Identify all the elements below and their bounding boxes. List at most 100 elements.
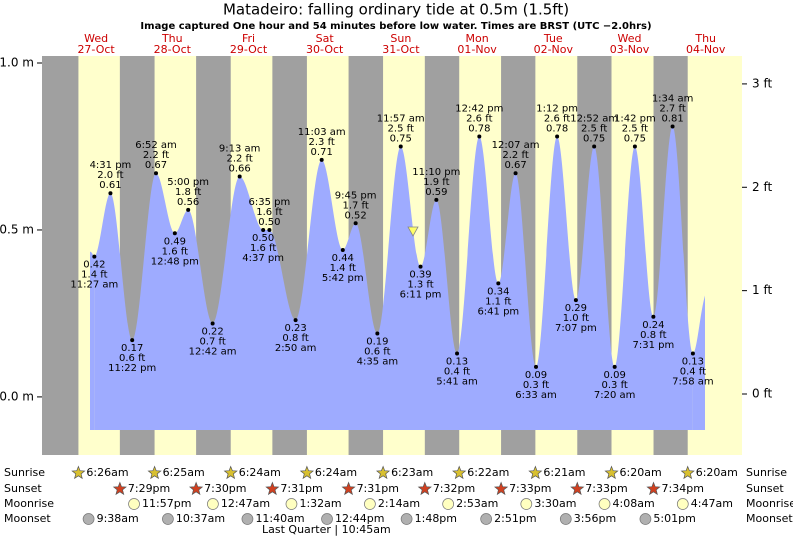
tide-label: 0.71 xyxy=(311,147,333,158)
row-label: Moonset xyxy=(746,512,793,525)
tide-label: 2:50 am xyxy=(275,343,317,354)
moonset-icon xyxy=(162,513,174,525)
tide-label: 0.23 xyxy=(284,323,306,334)
tide-label: 1:34 am xyxy=(652,93,694,104)
tide-label: 2.6 ft xyxy=(466,113,492,124)
sunrise-time: 6:20am xyxy=(696,466,738,479)
tide-label: 1.1 ft xyxy=(485,296,511,307)
tide-point xyxy=(293,318,298,323)
moonrise-icon xyxy=(128,498,140,510)
tide-label: 0.49 xyxy=(164,236,186,247)
tide-label: 12:48 pm xyxy=(151,256,199,267)
tide-point xyxy=(434,197,439,202)
tide-label: 1.6 ft xyxy=(250,243,276,254)
tide-label: 1.3 ft xyxy=(407,280,433,291)
tide-label: 2.3 ft xyxy=(309,137,335,148)
tide-label: 0.3 ft xyxy=(602,380,628,391)
moonrise-time: 2:53am xyxy=(456,497,498,510)
row-label: Sunset xyxy=(746,482,784,495)
tide-label: 0.6 ft xyxy=(364,346,390,357)
row-label: Moonrise xyxy=(746,497,793,510)
moonset-time: 11:40am xyxy=(255,512,304,525)
moonrise-time: 3:30am xyxy=(534,497,576,510)
day-name: Sun xyxy=(390,32,411,45)
row-label: Moonset xyxy=(4,512,51,525)
tide-label: 6:52 am xyxy=(135,140,177,151)
tide-point xyxy=(340,247,345,252)
sunset-time: 7:31pm xyxy=(357,482,399,495)
tide-label: 6:35 pm xyxy=(249,197,291,208)
moonset-time: 10:37am xyxy=(176,512,225,525)
day-name: Thu xyxy=(694,32,716,45)
tide-point xyxy=(632,144,637,149)
tide-label: 9:45 pm xyxy=(335,190,377,201)
moonrise-icon xyxy=(285,498,298,510)
row-label: Sunset xyxy=(4,482,42,495)
tide-point xyxy=(353,221,358,226)
tide-point xyxy=(592,144,597,149)
tide-label: 0.4 ft xyxy=(444,366,470,377)
sunrise-time: 6:23am xyxy=(391,466,433,479)
tide-label: 7:58 am xyxy=(672,376,714,387)
day-date: 28-Oct xyxy=(154,43,192,56)
tide-point xyxy=(555,134,560,139)
tide-label: 1.7 ft xyxy=(342,200,368,211)
moonrise-time: 2:14am xyxy=(378,497,420,510)
moonset-icon xyxy=(321,513,333,525)
tide-label: 0.13 xyxy=(682,356,704,367)
sun-icon xyxy=(147,465,162,480)
moonrise-time: 11:57pm xyxy=(142,497,191,510)
tide-point xyxy=(108,191,113,196)
tide-label: 11:22 pm xyxy=(108,363,156,374)
day-date: 02-Nov xyxy=(534,43,574,56)
tide-point xyxy=(261,227,266,232)
now-marker xyxy=(407,226,419,237)
sunrise-time: 6:24am xyxy=(239,466,281,479)
row-label: Sunrise xyxy=(4,466,45,479)
day-date: 03-Nov xyxy=(610,43,650,56)
tide-point xyxy=(237,174,242,179)
tide-label: 0.22 xyxy=(201,326,223,337)
tide-label: 4:35 am xyxy=(357,356,399,367)
tide-label: 0.75 xyxy=(624,133,646,144)
day-name: Sat xyxy=(316,32,335,45)
y2-tick-label: 1 ft xyxy=(752,283,772,297)
sunrise-time: 6:21am xyxy=(543,466,585,479)
row-label: Sunrise xyxy=(746,466,787,479)
tide-point xyxy=(154,171,159,176)
moonset-time: 5:01pm xyxy=(653,512,695,525)
sunset-time: 7:31pm xyxy=(280,482,322,495)
day-date: 01-Nov xyxy=(457,43,497,56)
tide-point xyxy=(172,231,177,236)
tide-point xyxy=(690,351,695,356)
tide-label: 11:03 am xyxy=(298,127,346,138)
tide-point xyxy=(573,298,578,303)
day-date: 31-Oct xyxy=(382,43,420,56)
sunrise-time: 6:20am xyxy=(620,466,662,479)
tide-label: 12:42 am xyxy=(189,346,237,357)
sunrise-time: 6:26am xyxy=(86,466,128,479)
tide-label: 0.24 xyxy=(642,320,664,331)
tide-label: 11:27 am xyxy=(70,280,118,291)
tide-label: 0.44 xyxy=(332,253,354,264)
sun-icon xyxy=(223,465,238,480)
tide-label: 6:41 pm xyxy=(477,306,519,317)
day-date: 29-Oct xyxy=(230,43,268,56)
tide-label: 0.17 xyxy=(121,343,143,354)
sun-icon xyxy=(341,481,356,496)
tide-label: 0.50 xyxy=(258,217,280,228)
sun-icon xyxy=(188,481,204,496)
tide-point xyxy=(267,227,272,232)
tide-label: 0.42 xyxy=(83,260,105,271)
day-name: Mon xyxy=(465,32,488,45)
moonrise-time: 4:08am xyxy=(613,497,655,510)
moonset-icon xyxy=(400,513,413,525)
tide-label: 2.6 ft xyxy=(544,113,570,124)
tide-point xyxy=(418,264,423,269)
y-tick-label: 0.5 m xyxy=(0,222,34,236)
tide-label: 7:31 pm xyxy=(632,340,674,351)
sun-icon xyxy=(417,481,432,496)
day-name: Tue xyxy=(543,32,563,45)
day-name: Wed xyxy=(618,32,642,45)
